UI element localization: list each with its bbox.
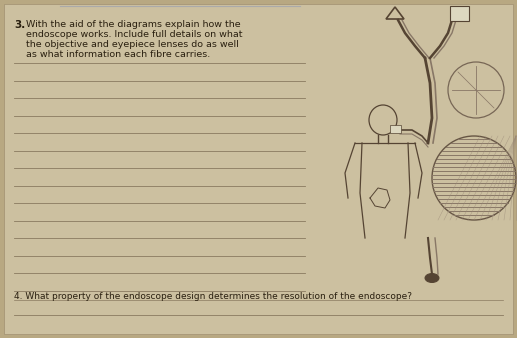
Text: 3.: 3. [14, 20, 25, 30]
Text: the objective and eyepiece lenses do as well: the objective and eyepiece lenses do as … [26, 40, 239, 49]
Text: 4. What property of the endoscope design determines the resolution of the endosc: 4. What property of the endoscope design… [14, 292, 412, 301]
Ellipse shape [425, 273, 439, 283]
FancyBboxPatch shape [389, 124, 401, 132]
FancyBboxPatch shape [449, 5, 468, 21]
Text: endoscope works. Include full details on what: endoscope works. Include full details on… [26, 30, 242, 39]
Text: as what information each fibre carries.: as what information each fibre carries. [26, 50, 210, 59]
FancyBboxPatch shape [4, 4, 513, 334]
Text: With the aid of the diagrams explain how the: With the aid of the diagrams explain how… [26, 20, 240, 29]
